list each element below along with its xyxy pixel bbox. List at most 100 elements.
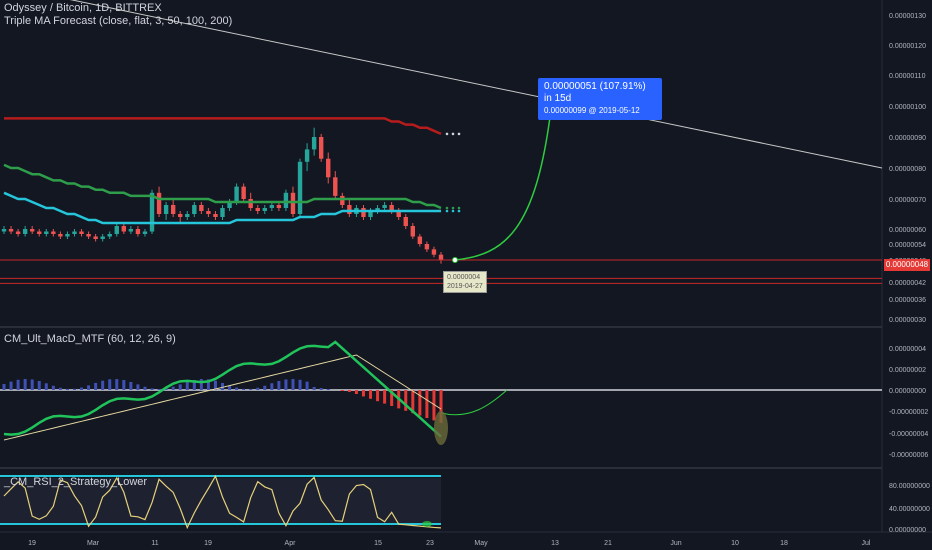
time-tick-label: May: [474, 540, 488, 547]
forecast-label-line1: 0.00000051 (107.91%) in 15d: [544, 81, 646, 104]
candle: [199, 205, 204, 211]
candle: [22, 229, 28, 234]
rsi-panel-title: _CM_RSI_2_Strategy_Lower: [4, 476, 148, 488]
macd-histogram-bar: [199, 379, 203, 390]
macd-histogram-bar: [439, 390, 443, 423]
macd-histogram-bar: [404, 390, 408, 411]
candle: [347, 205, 352, 214]
time-tick-label: Jun: [670, 540, 681, 547]
rsi-band-fill: [0, 478, 441, 524]
macd-histogram-bar: [411, 390, 415, 414]
macd-tick-label: -0.00000002: [889, 409, 928, 416]
macd-histogram-bar: [221, 382, 224, 390]
macd-histogram-bar: [277, 380, 281, 390]
symbol-title: Odyssey / Bitcoin, 1D, BITTREX: [4, 2, 162, 14]
forecast-label: 0.00000051 (107.91%) in 15d 0.00000099 @…: [538, 78, 662, 120]
macd-histogram-bar: [65, 388, 69, 390]
macd-histogram-bar: [171, 386, 175, 390]
macd-histogram-bar: [185, 381, 189, 390]
price-tick-label: 0.00000060: [889, 227, 926, 234]
candle: [424, 244, 430, 250]
last-price-label: 0.00000048: [884, 259, 930, 271]
candle: [1, 229, 7, 232]
macd-histogram-bar: [178, 384, 182, 390]
ma-line: [3, 191, 441, 225]
macd-tick-label: 0.00000000: [889, 388, 926, 395]
time-tick-label: 19: [204, 540, 212, 547]
time-tick-label: 11: [151, 540, 158, 547]
macd-histogram-bar: [9, 381, 13, 390]
candle: [262, 208, 267, 211]
rsi-highlight: [422, 521, 432, 527]
macd-histogram-bar: [23, 379, 27, 390]
cursor-date: 2019-04-27: [447, 283, 483, 290]
time-tick-label: Mar: [87, 540, 100, 547]
candle: [241, 186, 246, 199]
candle: [417, 236, 423, 244]
forecast-curve: [454, 109, 552, 261]
price-tick-label: 0.00000042: [889, 280, 926, 287]
candle: [86, 234, 91, 237]
time-tick-label: 19: [28, 540, 36, 547]
macd-histogram-bar: [270, 383, 274, 390]
cursor-date-label: 0.0000004 2019-04-27: [443, 271, 487, 293]
candle: [15, 231, 21, 234]
macd-histogram-bar: [157, 388, 161, 390]
macd-histogram-bar: [206, 379, 210, 390]
candle: [255, 208, 260, 211]
candle: [51, 231, 56, 234]
candle: [72, 231, 77, 234]
macd-histogram-bar: [383, 390, 387, 404]
candle: [192, 205, 197, 214]
candle: [156, 192, 162, 214]
price-tick-label: 0.00000030: [889, 317, 926, 324]
candle: [290, 192, 296, 214]
candle: [269, 205, 275, 208]
candle: [44, 231, 49, 234]
candle: [149, 192, 155, 232]
time-tick-label: 21: [604, 540, 612, 547]
price-tick-label: 0.00000100: [889, 104, 926, 111]
macd-histogram-bar: [192, 379, 196, 390]
ma-forecast-dot: [457, 132, 461, 136]
time-tick-label: 23: [426, 540, 434, 547]
time-tick-label: Jul: [862, 540, 871, 547]
macd-histogram-bar: [432, 390, 436, 421]
macd-histogram-bar: [143, 386, 147, 390]
candle: [333, 177, 338, 196]
candle: [185, 214, 190, 217]
rsi-tick-label: 0.00000000: [889, 527, 926, 534]
price-tick-label: 0.00000120: [889, 43, 926, 50]
candle: [227, 202, 232, 208]
candle: [304, 149, 310, 162]
macd-histogram-bar: [72, 388, 76, 390]
candle: [396, 211, 401, 217]
time-tick-label: 13: [551, 540, 559, 547]
macd-histogram-bar: [101, 380, 105, 390]
macd-histogram-bar: [298, 379, 302, 390]
candle: [318, 137, 324, 159]
indicator-title: Triple MA Forecast (close, flat, 3, 50, …: [4, 15, 233, 27]
candle: [37, 231, 42, 234]
price-tick-label: 0.00000110: [889, 73, 926, 80]
macd-tick-label: -0.00000004: [889, 431, 928, 438]
price-tick-label: 0.00000080: [889, 166, 926, 173]
rsi-tick-label: 40.00000000: [889, 506, 930, 513]
price-tick-label: 0.00000054: [889, 242, 926, 249]
price-tick-label: 0.00000036: [889, 297, 926, 304]
macd-highlight: [434, 411, 448, 445]
macd-histogram-bar: [80, 387, 84, 390]
macd-panel-title: CM_Ult_MacD_MTF (60, 12, 26, 9): [4, 333, 176, 345]
time-tick-label: 18: [780, 540, 788, 547]
macd-histogram-bar: [319, 388, 323, 390]
macd-histogram-bar: [425, 390, 429, 418]
macd-histogram-bar: [44, 383, 48, 390]
macd-histogram-bar: [129, 381, 133, 390]
candle: [234, 186, 239, 202]
candle: [220, 208, 225, 217]
candle: [326, 158, 331, 178]
ma-forecast-dot: [445, 209, 449, 213]
candle: [170, 205, 176, 214]
macd-histogram-bar: [37, 381, 41, 390]
